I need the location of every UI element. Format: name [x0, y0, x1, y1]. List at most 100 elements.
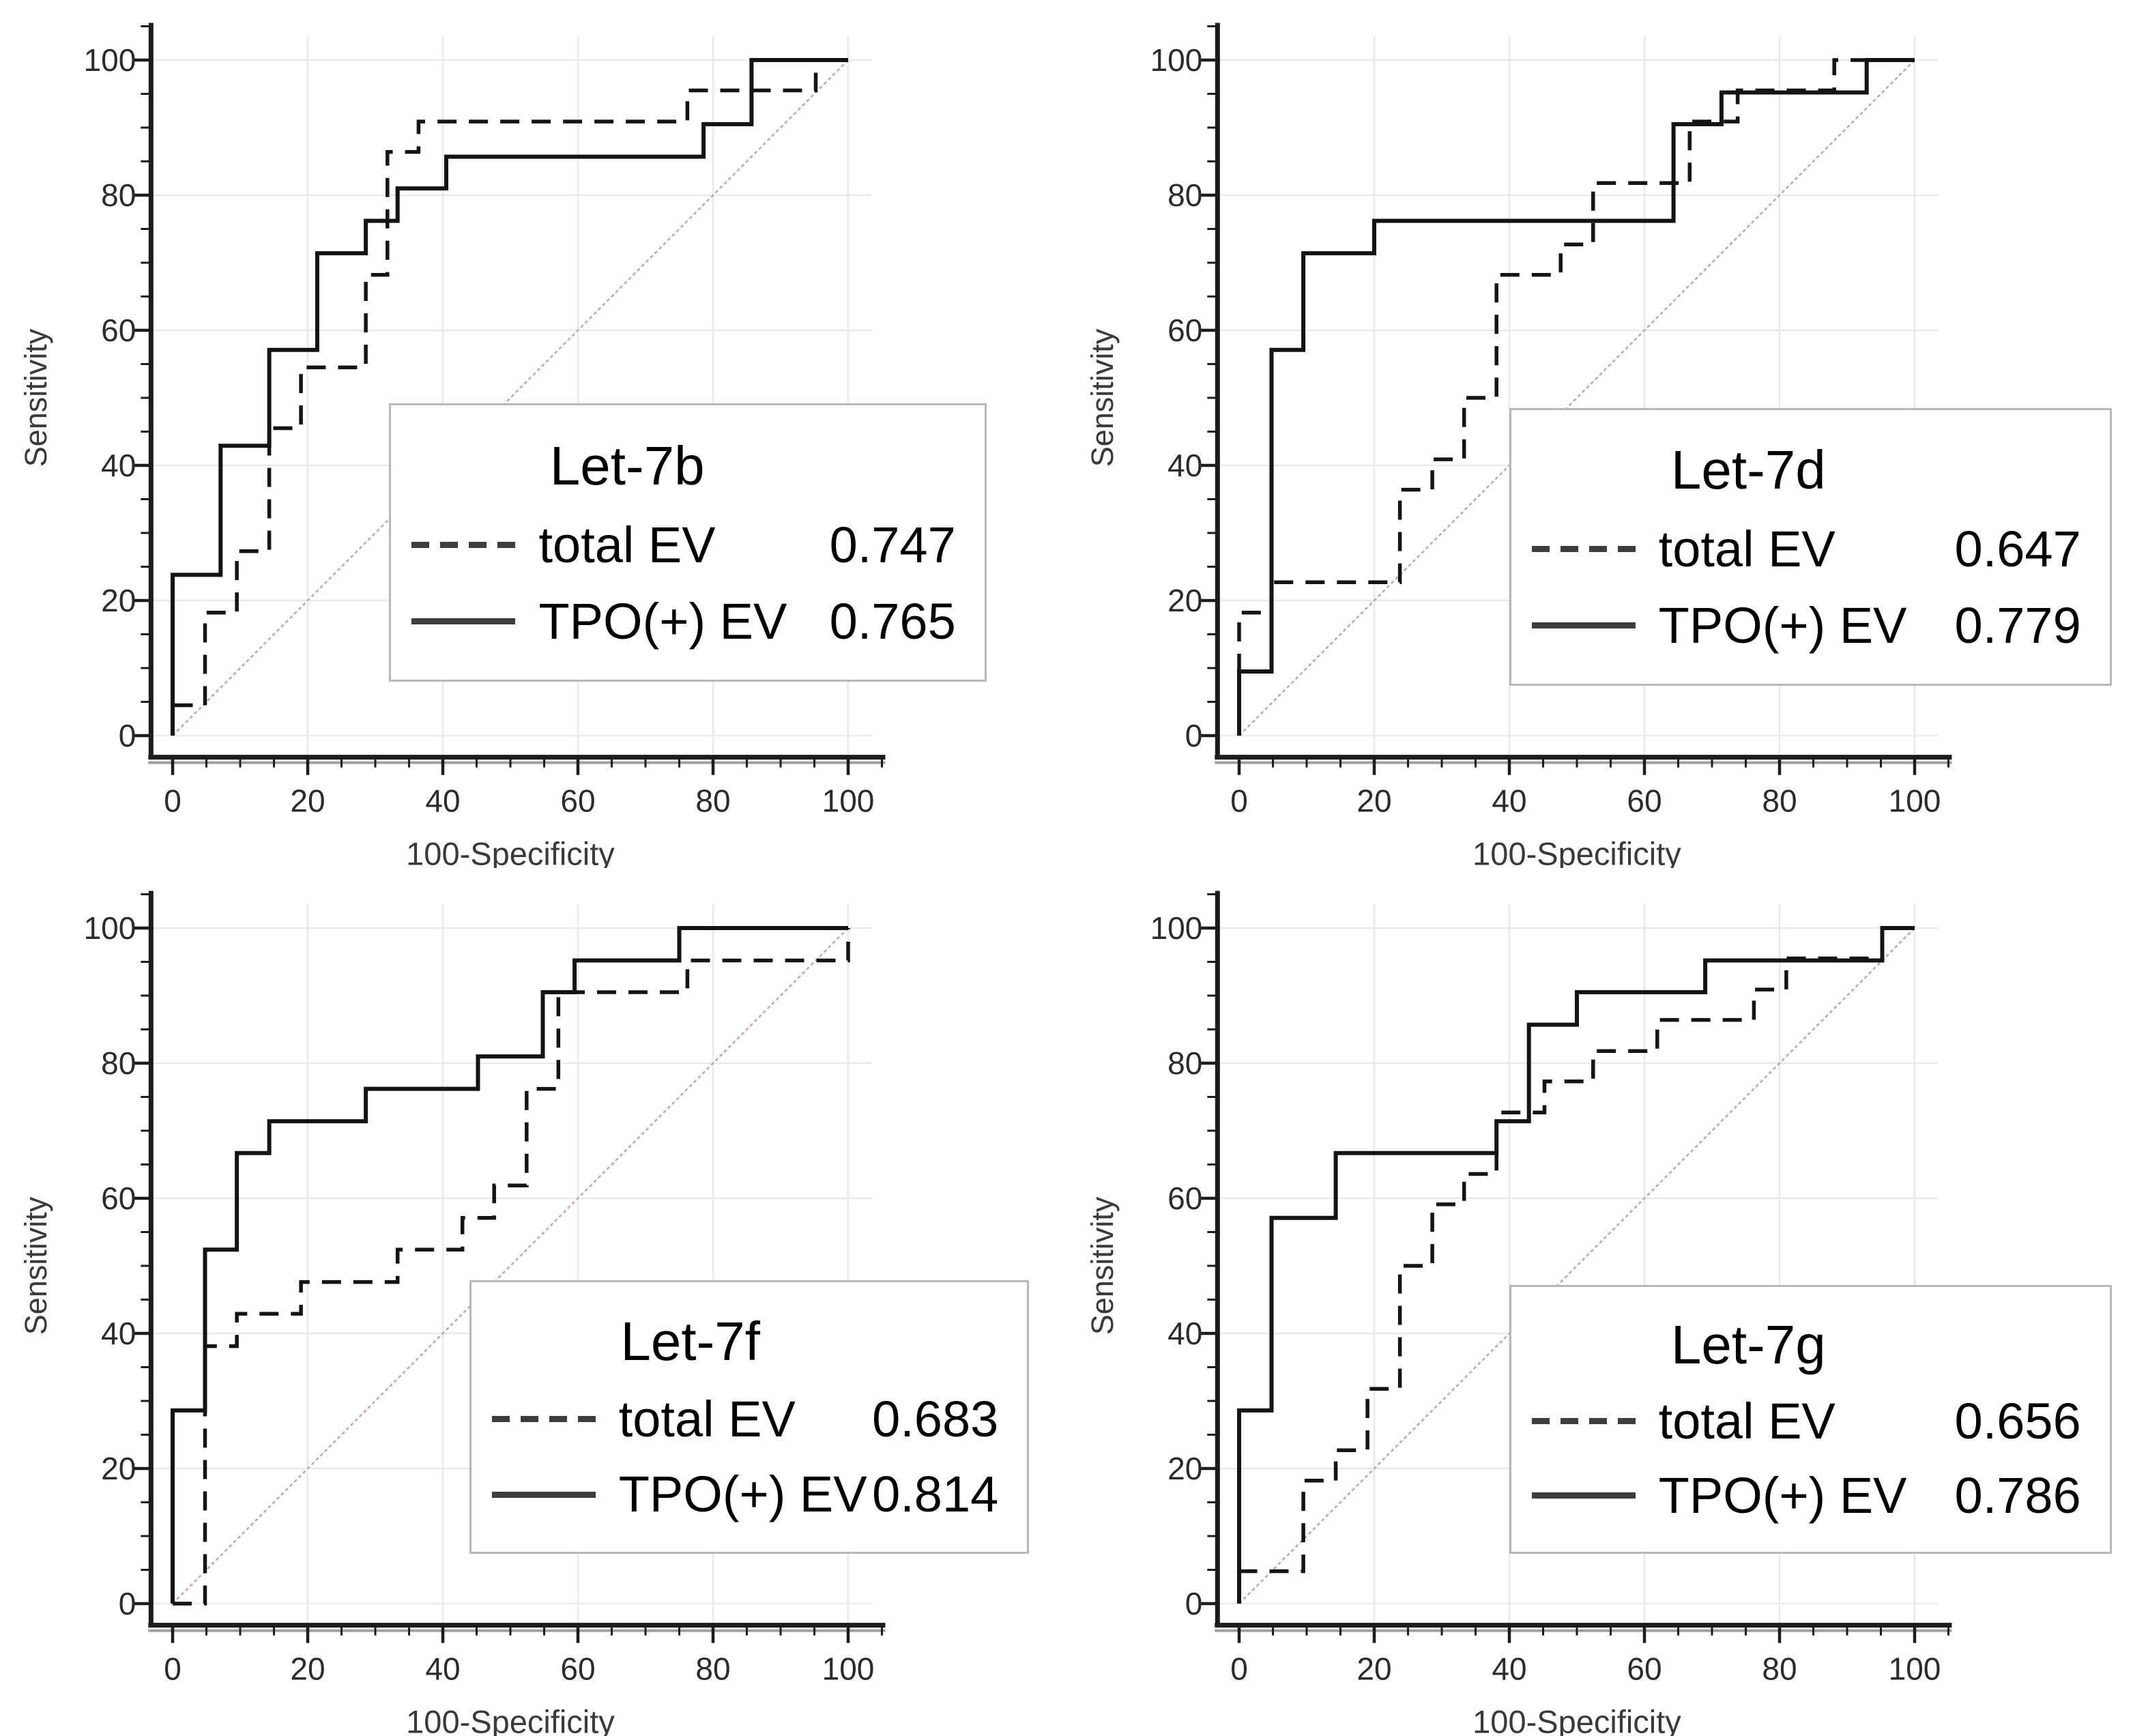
legend-label: total EV: [1658, 520, 1835, 577]
svg-text:80: 80: [1167, 177, 1202, 213]
svg-text:100: 100: [822, 1651, 875, 1687]
auc-value: 0.656: [1954, 1393, 2081, 1450]
svg-text:80: 80: [695, 1651, 730, 1687]
svg-text:80: 80: [101, 177, 136, 213]
svg-text:100-Specificity: 100-Specificity: [406, 1704, 615, 1736]
legend-entry-tpo-ev: TPO(+) EV 0.765: [411, 592, 963, 650]
svg-text:100: 100: [822, 783, 875, 819]
svg-text:60: 60: [560, 1651, 595, 1687]
svg-text:40: 40: [1492, 783, 1526, 819]
svg-text:80: 80: [1762, 1651, 1797, 1687]
svg-text:0: 0: [119, 1586, 136, 1621]
svg-text:80: 80: [1167, 1045, 1202, 1081]
svg-text:40: 40: [1492, 1651, 1526, 1687]
svg-text:80: 80: [695, 783, 730, 819]
svg-text:Sensitivity: Sensitivity: [1085, 1196, 1120, 1335]
svg-text:40: 40: [1167, 448, 1202, 483]
svg-text:100-Specificity: 100-Specificity: [1472, 1704, 1681, 1736]
panel-let-7f: 0 20 40 60 80 100 0 20 40 60 80 100 100-Specificity S…: [0, 868, 1066, 1736]
svg-text:60: 60: [1627, 783, 1662, 819]
legend-box: Let-7d total EV 0.647 TPO(+) EV 0.779: [1509, 407, 2112, 686]
legend-entry-total-ev: total EV 0.647: [1531, 520, 2089, 577]
legend-label: TPO(+) EV: [538, 592, 787, 650]
svg-text:100: 100: [84, 42, 136, 78]
svg-text:Sensitivity: Sensitivity: [18, 328, 53, 467]
svg-text:100: 100: [1150, 910, 1203, 946]
legend-label: total EV: [538, 516, 716, 573]
auc-value: 0.765: [829, 592, 956, 650]
svg-text:80: 80: [101, 1045, 136, 1081]
legend-entry-total-ev: total EV 0.747: [411, 517, 963, 573]
dashed-line-sample: [1531, 1418, 1636, 1425]
svg-text:100-Specificity: 100-Specificity: [1472, 836, 1681, 868]
legend-label: TPO(+) EV: [1658, 596, 1907, 654]
roc-chart-canvas-let-7g: 0 20 40 60 80 100 0 20 40 60 80 100 100-Specificity S…: [1085, 891, 1952, 1736]
legend-label: TPO(+) EV: [618, 1466, 867, 1523]
legend-title: Let-7d: [1670, 439, 1826, 501]
svg-text:60: 60: [101, 313, 136, 348]
svg-text:20: 20: [290, 1651, 325, 1687]
svg-text:60: 60: [560, 783, 595, 819]
solid-line-sample: [491, 1491, 596, 1498]
svg-text:20: 20: [1167, 1451, 1202, 1486]
svg-text:60: 60: [101, 1181, 136, 1216]
auc-value: 0.683: [872, 1391, 999, 1448]
svg-text:20: 20: [290, 783, 325, 819]
svg-text:20: 20: [101, 583, 136, 618]
dashed-line-sample: [491, 1416, 596, 1423]
svg-text:100: 100: [1150, 42, 1203, 78]
solid-line-sample: [1531, 622, 1636, 629]
dashed-line-sample: [411, 541, 516, 548]
svg-text:0: 0: [1230, 783, 1248, 819]
auc-value: 0.814: [872, 1466, 999, 1523]
svg-text:60: 60: [1167, 313, 1202, 348]
legend-label: total EV: [1658, 1393, 1835, 1450]
svg-text:0: 0: [164, 1651, 182, 1687]
svg-text:80: 80: [1762, 783, 1797, 819]
auc-value: 0.747: [829, 516, 956, 573]
legend-label: total EV: [618, 1391, 796, 1448]
svg-text:0: 0: [1185, 718, 1203, 753]
svg-text:0: 0: [1230, 1651, 1248, 1687]
svg-text:100-Specificity: 100-Specificity: [406, 836, 615, 868]
legend-entry-total-ev: total EV 0.683: [491, 1391, 1007, 1448]
svg-text:20: 20: [1167, 583, 1202, 618]
roc-chart-canvas-let-7b: 0 20 40 60 80 100 0 20 40 60 80 100 100-Specificity S…: [18, 23, 886, 868]
legend-box: Let-7f total EV 0.683 TPO(+) EV 0.814: [469, 1280, 1030, 1554]
panel-let-7g: 0 20 40 60 80 100 0 20 40 60 80 100 100-Specificity S…: [1066, 868, 2133, 1736]
legend-box: Let-7g total EV 0.656 TPO(+) EV 0.786: [1509, 1284, 2112, 1554]
svg-text:40: 40: [1167, 1316, 1202, 1351]
legend-entry-tpo-ev: TPO(+) EV 0.814: [491, 1466, 1007, 1523]
svg-text:20: 20: [1356, 783, 1391, 819]
legend-title: Let-7f: [620, 1311, 760, 1372]
panel-let-7b: 0 20 40 60 80 100 0 20 40 60 80 100 100-Specificity S…: [0, 0, 1066, 868]
svg-text:60: 60: [1627, 1651, 1662, 1687]
dashed-line-sample: [1531, 546, 1636, 553]
legend-entry-total-ev: total EV 0.656: [1531, 1393, 2089, 1450]
solid-line-sample: [1531, 1492, 1636, 1499]
svg-text:40: 40: [101, 1316, 136, 1351]
legend-entry-tpo-ev: TPO(+) EV 0.779: [1531, 596, 2089, 654]
svg-text:0: 0: [1185, 1586, 1203, 1621]
legend-label: TPO(+) EV: [1658, 1467, 1907, 1524]
svg-text:100: 100: [1889, 1651, 1941, 1687]
svg-text:Sensitivity: Sensitivity: [18, 1196, 53, 1335]
auc-value: 0.786: [1954, 1467, 2081, 1524]
svg-text:40: 40: [425, 783, 460, 819]
svg-text:60: 60: [1167, 1181, 1202, 1216]
legend-entry-tpo-ev: TPO(+) EV 0.786: [1531, 1467, 2089, 1524]
svg-text:100: 100: [1889, 783, 1941, 819]
legend-box: Let-7b total EV 0.747 TPO(+) EV 0.765: [389, 403, 987, 682]
svg-text:100: 100: [84, 910, 136, 946]
svg-text:Sensitivity: Sensitivity: [1085, 328, 1120, 467]
auc-value: 0.647: [1954, 520, 2081, 577]
svg-text:20: 20: [1356, 1651, 1391, 1687]
legend-title: Let-7g: [1670, 1314, 1826, 1375]
svg-text:0: 0: [164, 783, 182, 819]
svg-text:40: 40: [425, 1651, 460, 1687]
solid-line-sample: [411, 618, 516, 624]
panel-let-7d: 0 20 40 60 80 100 0 20 40 60 80 100 100-Specificity S…: [1066, 0, 2133, 868]
svg-text:20: 20: [101, 1451, 136, 1486]
svg-text:40: 40: [101, 448, 136, 483]
